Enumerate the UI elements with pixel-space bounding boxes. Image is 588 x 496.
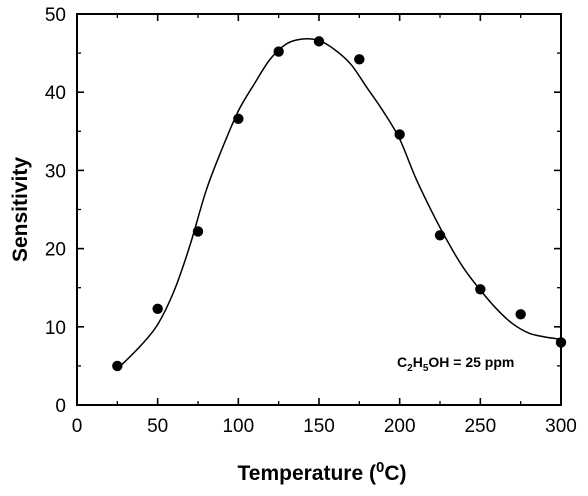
data-point <box>313 36 325 47</box>
y-axis-title: Sensitivity <box>9 157 32 262</box>
data-point <box>273 46 284 57</box>
x-tick-label: 250 <box>464 416 496 437</box>
y-tick-label: 0 <box>55 396 66 417</box>
data-point <box>152 303 163 315</box>
y-tick-label: 40 <box>45 83 66 104</box>
data-point <box>394 129 405 140</box>
annotation-sub-5: 5 <box>423 363 429 374</box>
data-point <box>354 54 365 65</box>
gas-annotation: C2H5OH = 25 ppm <box>397 354 514 374</box>
data-point <box>434 230 446 241</box>
labels: Sensitivity Temperature (0C) C2H5OH = 25… <box>9 157 514 485</box>
x-tick-label: 300 <box>545 416 577 437</box>
fit-curve-line <box>116 38 562 369</box>
y-tick-label: 50 <box>45 5 66 26</box>
x-tick-label: 150 <box>303 416 335 437</box>
x-axis-title-sup: 0 <box>376 459 384 476</box>
annotation-part-c: C <box>397 354 407 370</box>
y-tick-label: 10 <box>45 318 66 339</box>
annotation-sub-2: 2 <box>407 363 413 374</box>
annotation-part-oh: OH = 25 ppm <box>428 354 514 370</box>
y-tick-label: 20 <box>45 240 66 261</box>
data-point <box>192 226 204 237</box>
plot-frame <box>76 13 562 406</box>
x-axis-title: Temperature (0C) <box>238 459 407 485</box>
y-tick-label: 30 <box>45 161 66 182</box>
annotation-part-h: H <box>413 354 423 370</box>
data-point <box>515 309 526 320</box>
x-tick-label: 100 <box>222 416 254 437</box>
fit-curve-layer <box>116 38 562 369</box>
x-tick-label: 50 <box>147 416 168 437</box>
data-points-layer <box>112 36 567 372</box>
data-point <box>233 113 244 124</box>
data-point <box>555 337 567 348</box>
axes: 0 50 100 150 200 250 300 0 10 20 30 40 50 <box>45 5 577 437</box>
data-point <box>112 360 123 372</box>
data-point <box>475 284 486 295</box>
x-axis-title-tail: C) <box>384 462 406 485</box>
x-axis-title-main: Temperature ( <box>238 462 376 485</box>
x-tick-label: 0 <box>72 416 83 437</box>
x-tick-label: 200 <box>384 416 416 437</box>
